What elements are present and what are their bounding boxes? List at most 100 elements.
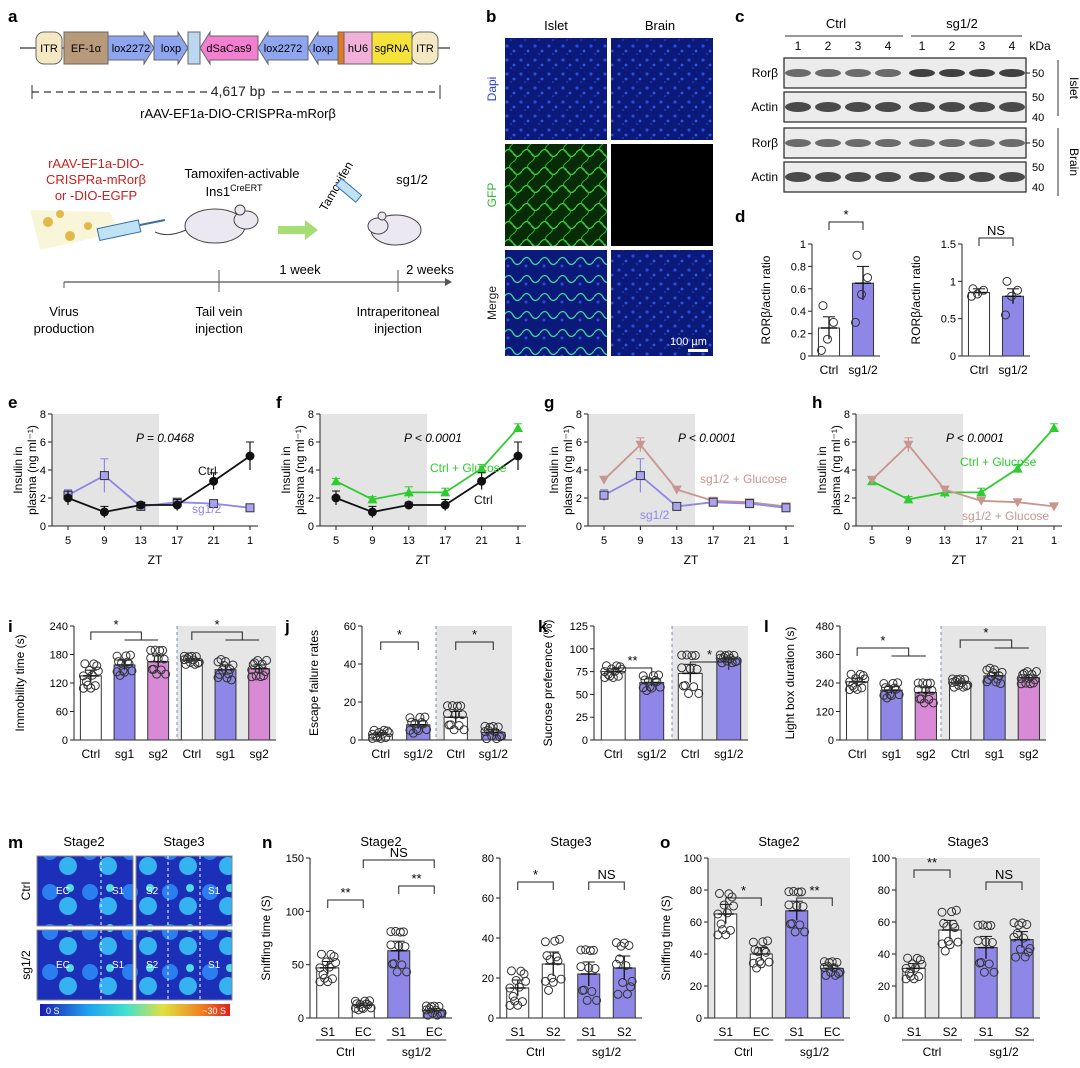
micrograph-islet-dapi bbox=[505, 38, 607, 140]
arrow-icon bbox=[278, 220, 318, 240]
y-tick-label: 6 bbox=[576, 437, 582, 449]
data-point bbox=[883, 684, 893, 694]
data-point bbox=[716, 919, 726, 929]
lane-label: 1 bbox=[919, 39, 926, 53]
sig-label: * bbox=[215, 617, 220, 632]
arena-label: S2 bbox=[146, 960, 159, 971]
data-point bbox=[477, 476, 487, 486]
data-point bbox=[251, 671, 261, 681]
series-label: Ctrl bbox=[474, 493, 493, 507]
x-tick-label: Ctrl bbox=[681, 747, 700, 761]
data-point bbox=[247, 672, 257, 682]
y-tick-label: 60 bbox=[482, 893, 494, 905]
construct-label: loxp bbox=[161, 43, 181, 55]
data-point bbox=[360, 996, 370, 1006]
data-point bbox=[989, 967, 999, 977]
data-point bbox=[367, 733, 377, 743]
data-point bbox=[1016, 679, 1026, 689]
data-point bbox=[257, 659, 267, 669]
data-point bbox=[508, 991, 518, 1001]
construct-element bbox=[187, 31, 201, 65]
blot-band bbox=[939, 102, 965, 112]
y-tick-label: 100 bbox=[872, 853, 890, 865]
data-point bbox=[121, 651, 131, 661]
x-tick-label: S1 bbox=[979, 1025, 994, 1039]
data-point bbox=[689, 682, 699, 692]
x-tick-label: 9 bbox=[101, 535, 107, 547]
data-point bbox=[720, 651, 730, 661]
data-point bbox=[948, 919, 958, 929]
mouse-label-1: Tamoxifen-activable bbox=[185, 166, 300, 181]
data-point bbox=[626, 982, 636, 992]
data-point bbox=[979, 967, 989, 977]
x-tick-label: S2 bbox=[1015, 1025, 1030, 1039]
col-stage3: Stage3 bbox=[163, 834, 204, 849]
data-point bbox=[555, 934, 565, 944]
data-point bbox=[391, 926, 401, 936]
y-tick-label: 80 bbox=[690, 885, 702, 897]
arena-label: S1 bbox=[112, 960, 125, 971]
data-point bbox=[849, 683, 859, 693]
group-label: Ctrl bbox=[526, 1045, 545, 1059]
blot-band bbox=[999, 139, 1025, 147]
data-point bbox=[513, 451, 523, 461]
mouse-icon bbox=[154, 204, 259, 244]
sig-bracket bbox=[612, 667, 653, 676]
sig-label: * bbox=[983, 625, 988, 640]
y-tick-label: 0 bbox=[950, 351, 956, 363]
data-point bbox=[942, 921, 952, 931]
data-point bbox=[156, 665, 166, 675]
data-point bbox=[957, 678, 967, 688]
data-point bbox=[845, 685, 855, 695]
chart-n-stage3: 0 20 40 60 80 S1 S2 S1 S2 Stage3 * NS Ctrl sg1/2 bbox=[482, 834, 642, 1059]
arena-label: EC bbox=[56, 960, 70, 971]
mouse-icon-2 bbox=[367, 211, 422, 246]
y-tick-label: 60 bbox=[690, 917, 702, 929]
blot-label: Actin bbox=[751, 170, 778, 184]
kda-mark: 50 bbox=[1032, 162, 1044, 174]
x-tick-label: sg1/2 bbox=[998, 363, 1028, 377]
data-point bbox=[677, 650, 687, 660]
data-point bbox=[937, 907, 947, 917]
panel-b: b Islet Brain Dapi GFP Merge 100 µm bbox=[485, 7, 713, 356]
construct-element bbox=[35, 31, 63, 65]
x-tick-label: 21 bbox=[207, 535, 219, 547]
scale-bar bbox=[688, 349, 708, 352]
data-point bbox=[90, 681, 100, 691]
x-tick-label: Ctrl bbox=[970, 363, 989, 377]
x-tick-label: 21 bbox=[475, 535, 487, 547]
y-tick-label: 0 bbox=[488, 1013, 494, 1025]
data-point bbox=[245, 451, 255, 461]
x-tick-label: 13 bbox=[671, 535, 683, 547]
data-point bbox=[155, 646, 165, 656]
data-point bbox=[78, 671, 88, 681]
y-tick-label: 0 bbox=[696, 1013, 702, 1025]
blot-band bbox=[909, 102, 935, 112]
blot-band bbox=[785, 69, 811, 77]
data-point bbox=[1025, 679, 1035, 689]
data-point bbox=[713, 909, 723, 919]
data-point bbox=[611, 959, 621, 969]
data-point bbox=[789, 886, 799, 896]
y-tick-label: 20 bbox=[690, 981, 702, 993]
kda-label: kDa bbox=[1029, 39, 1051, 53]
data-point bbox=[505, 983, 515, 993]
data-point bbox=[719, 900, 729, 910]
data-point bbox=[1006, 291, 1016, 301]
data-point bbox=[901, 974, 911, 984]
data-point bbox=[182, 654, 192, 664]
blot-band bbox=[845, 69, 871, 77]
data-point bbox=[442, 709, 452, 719]
col-brain: Brain bbox=[645, 18, 675, 33]
construct-element bbox=[199, 30, 259, 66]
micrograph-brain-dapi bbox=[611, 38, 713, 140]
x-tick-label: 17 bbox=[707, 535, 719, 547]
data-point bbox=[973, 936, 983, 946]
series-label: sg1/2 bbox=[192, 502, 222, 516]
data-point bbox=[951, 905, 961, 915]
data-point bbox=[753, 947, 763, 957]
x-tick-label: 9 bbox=[905, 535, 911, 547]
construct-element bbox=[337, 31, 345, 65]
x-tick-label: sg1 bbox=[216, 747, 236, 761]
construct-label: loxp bbox=[313, 43, 333, 55]
